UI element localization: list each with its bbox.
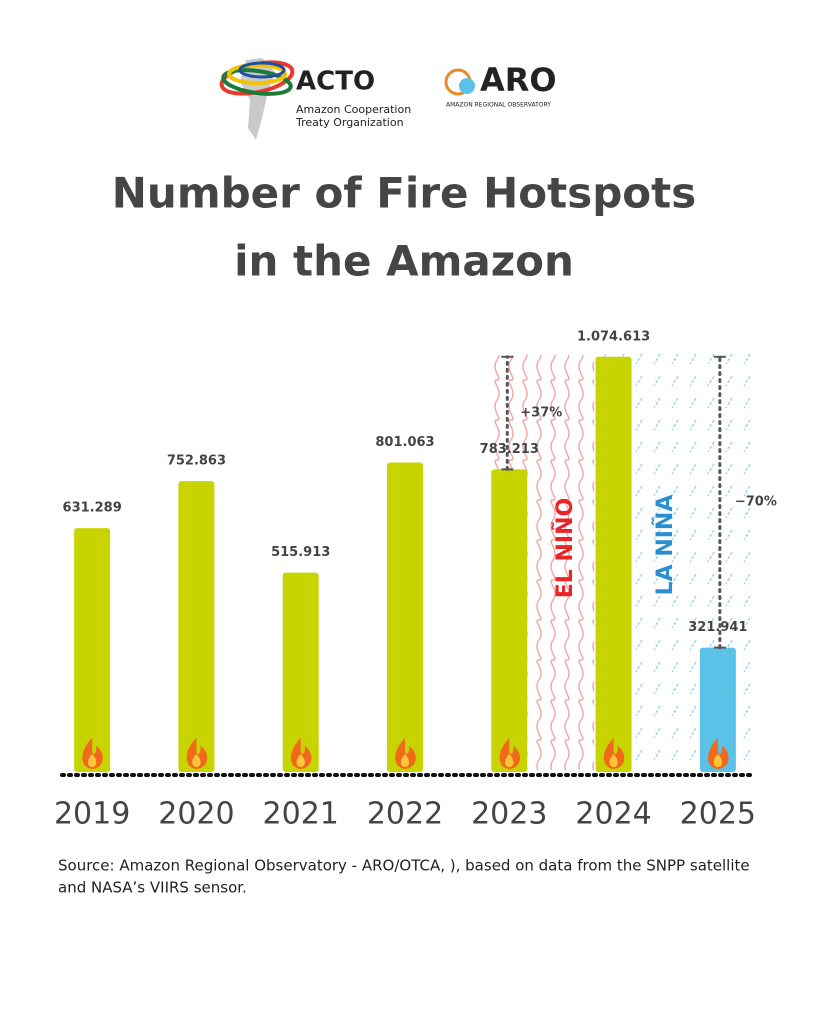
flame-icon xyxy=(290,738,312,769)
value-label: 515.913 xyxy=(271,545,330,560)
flame-icon xyxy=(499,738,521,769)
bar xyxy=(178,481,215,772)
value-label: 752.863 xyxy=(167,454,226,469)
logo-subtitle: Treaty Organization xyxy=(295,116,404,129)
chart-title: in the Amazon xyxy=(234,237,574,286)
chart-title: Number of Fire Hotspots xyxy=(112,169,696,218)
flame-icon xyxy=(82,738,103,769)
la-nina-label: LA NIÑA xyxy=(652,495,678,596)
x-tick-label: 2024 xyxy=(575,797,651,832)
flame-icon xyxy=(186,738,208,769)
value-label: 783.213 xyxy=(480,442,539,457)
x-tick-label: 2022 xyxy=(367,797,443,832)
flame-icon xyxy=(708,738,729,769)
value-label: 321.941 xyxy=(688,620,747,635)
flame-icon xyxy=(603,738,625,769)
flame-icon xyxy=(609,754,618,767)
flame-icon xyxy=(400,754,410,767)
logo-subtitle: AMAZON REGIONAL OBSERVATORY xyxy=(446,102,551,109)
el-nino-label: EL NIÑO xyxy=(552,498,578,598)
bar xyxy=(282,572,319,772)
flame-icon xyxy=(88,754,97,767)
logo-name: ARO xyxy=(480,61,557,99)
bar xyxy=(699,647,736,772)
source: Source: Amazon Regional Observatory - AR… xyxy=(58,857,750,875)
bar xyxy=(387,462,423,772)
x-tick-label: 2020 xyxy=(158,797,234,832)
flame-icon xyxy=(713,754,722,767)
x-tick-label: 2021 xyxy=(263,797,339,832)
bar xyxy=(491,469,528,772)
value-label: 801.063 xyxy=(375,435,434,450)
acto-logo: ACTO Amazon Cooperation Treaty Organizat… xyxy=(219,58,411,140)
change-label: +37% xyxy=(520,406,562,421)
logo-subtitle: Amazon Cooperation xyxy=(296,103,411,116)
x-tick-label: 2025 xyxy=(680,797,756,832)
flame-icon xyxy=(296,754,305,767)
aro-logo: ARO AMAZON REGIONAL OBSERVATORY xyxy=(444,61,557,109)
flame-icon xyxy=(192,754,201,767)
logo-name: ACTO xyxy=(296,67,375,97)
change-label: −70% xyxy=(735,495,777,510)
source: and NASA’s VIIRS sensor. xyxy=(58,879,247,897)
value-label: 1.074.613 xyxy=(577,329,650,344)
x-tick-label: 2023 xyxy=(471,797,547,832)
flame-icon xyxy=(395,738,416,769)
bar xyxy=(595,356,632,772)
bar xyxy=(74,528,111,772)
x-tick-label: 2019 xyxy=(54,797,130,832)
value-label: 631.289 xyxy=(63,501,122,516)
flame-icon xyxy=(505,754,514,767)
